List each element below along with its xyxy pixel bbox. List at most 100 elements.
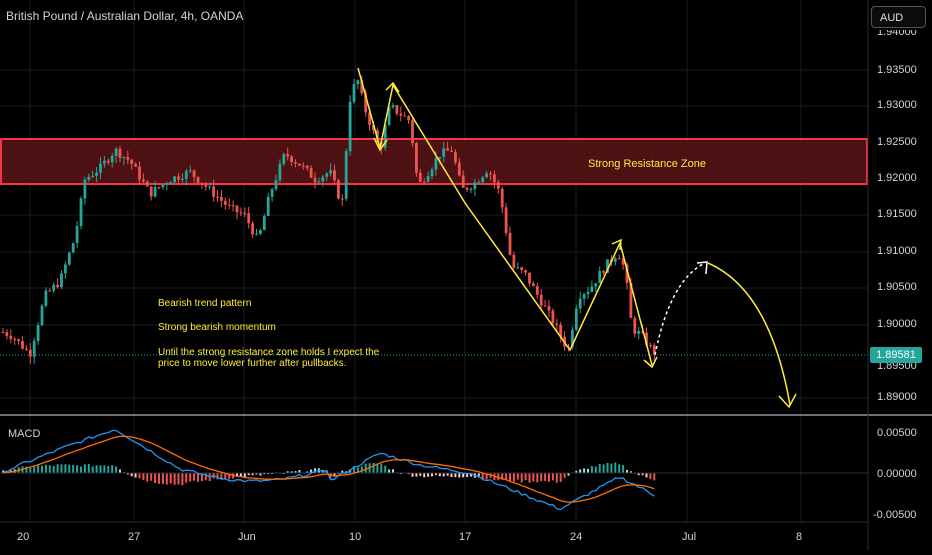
macd-histogram-bar: [653, 473, 656, 481]
macd-histogram-bar: [216, 473, 219, 480]
candle-body: [442, 148, 446, 157]
currency-button[interactable]: AUD: [871, 6, 926, 28]
candle-body: [262, 215, 266, 231]
candle-body: [142, 179, 145, 182]
candle-body: [21, 341, 24, 349]
macd-histogram-bar: [33, 466, 36, 473]
candle-body: [391, 105, 395, 108]
macd-histogram-bar: [68, 464, 71, 473]
arrow-head-icon: [696, 261, 708, 275]
candle-body: [489, 173, 492, 175]
candle-body: [64, 264, 67, 274]
candle-body: [493, 174, 496, 183]
macd-histogram-bar: [138, 473, 141, 479]
macd-histogram-bar: [427, 473, 430, 477]
macd-histogram-bar: [641, 473, 644, 476]
macd-histogram-bar: [263, 473, 266, 475]
current-price-tag: 1.89581: [870, 347, 922, 363]
candle-body: [87, 176, 91, 180]
macd-histogram-bar: [590, 466, 593, 473]
candle-body: [500, 188, 504, 208]
macd-histogram-bar: [267, 473, 270, 475]
macd-histogram-bar: [220, 473, 223, 480]
macd-line: [2, 429, 655, 511]
candle-body: [422, 181, 426, 183]
annotation-momentum: Strong bearish momentum: [158, 322, 276, 333]
candle-body: [477, 182, 481, 184]
macd-histogram-bar: [236, 473, 238, 477]
candle-body: [512, 254, 516, 268]
candle-body: [266, 196, 270, 216]
macd-histogram-bar: [56, 464, 59, 473]
candle-body: [25, 348, 28, 350]
trend-pattern-lines: [357, 67, 658, 369]
time-label: Jun: [238, 531, 256, 543]
candle-body: [75, 225, 79, 244]
resistance-zone[interactable]: [0, 138, 868, 185]
macd-histogram-bar: [189, 473, 192, 482]
candle-body: [407, 116, 410, 121]
candle-body: [282, 154, 286, 164]
candle-body: [305, 165, 309, 169]
candle-body: [551, 310, 555, 324]
macd-histogram-bar: [462, 473, 465, 478]
candle-body: [200, 182, 204, 185]
candle-body: [32, 340, 36, 357]
macd-indicator-label[interactable]: MACD: [8, 428, 41, 440]
candle-body: [220, 196, 223, 201]
macd-tick: -0.00500: [873, 509, 916, 521]
arrow-head-icon: [385, 81, 400, 93]
candle-body: [153, 187, 157, 197]
candle-body: [56, 284, 59, 288]
macd-histogram-bar: [2, 470, 4, 473]
macd-histogram-bar: [376, 463, 379, 473]
candle-body: [122, 157, 126, 159]
price-tick: 1.90000: [877, 318, 917, 330]
candle-body: [539, 294, 543, 306]
macd-histogram-bar: [388, 469, 391, 473]
candle-body: [212, 186, 215, 197]
candle-body: [465, 187, 469, 190]
macd-histogram-bar: [103, 465, 106, 473]
macd-histogram-bar: [204, 473, 207, 481]
candle-body: [173, 176, 176, 183]
candle-body: [83, 179, 87, 199]
candle-body: [434, 158, 438, 170]
macd-histogram-bar: [579, 469, 582, 473]
candle-body: [535, 286, 539, 295]
macd-histogram-bar: [177, 473, 180, 485]
candle-body: [317, 181, 321, 183]
candle-body: [294, 162, 297, 164]
candle-body: [126, 157, 130, 160]
candle-body: [344, 151, 348, 199]
candle-body: [329, 170, 332, 174]
macd-histogram-bar: [72, 464, 75, 473]
candle-body: [446, 148, 449, 151]
macd-histogram-bar: [333, 473, 336, 477]
candle-body: [473, 182, 477, 189]
time-label: 10: [349, 531, 361, 543]
macd-histogram-bar: [512, 473, 515, 482]
candles-layer: [1, 75, 656, 364]
candle-body: [387, 107, 391, 126]
macd-histogram-bar: [251, 473, 254, 476]
grid-lines: [0, 0, 868, 522]
macd-histogram-bar: [610, 463, 613, 473]
candle-body: [438, 156, 442, 159]
candle-body: [177, 176, 180, 180]
candle-body: [243, 213, 247, 215]
macd-histogram-bar: [37, 465, 40, 473]
macd-histogram-bar: [583, 468, 586, 473]
candle-body: [52, 284, 56, 291]
time-label: 20: [17, 531, 29, 543]
macd-histogram-bar: [481, 473, 484, 480]
macd-histogram-bar: [528, 473, 531, 483]
candle-body: [450, 150, 453, 152]
candle-body: [574, 308, 578, 330]
candle-body: [352, 84, 356, 102]
macd-histogram-bar: [193, 473, 196, 481]
macd-histogram-bar: [150, 473, 153, 481]
candle-body: [520, 267, 524, 270]
